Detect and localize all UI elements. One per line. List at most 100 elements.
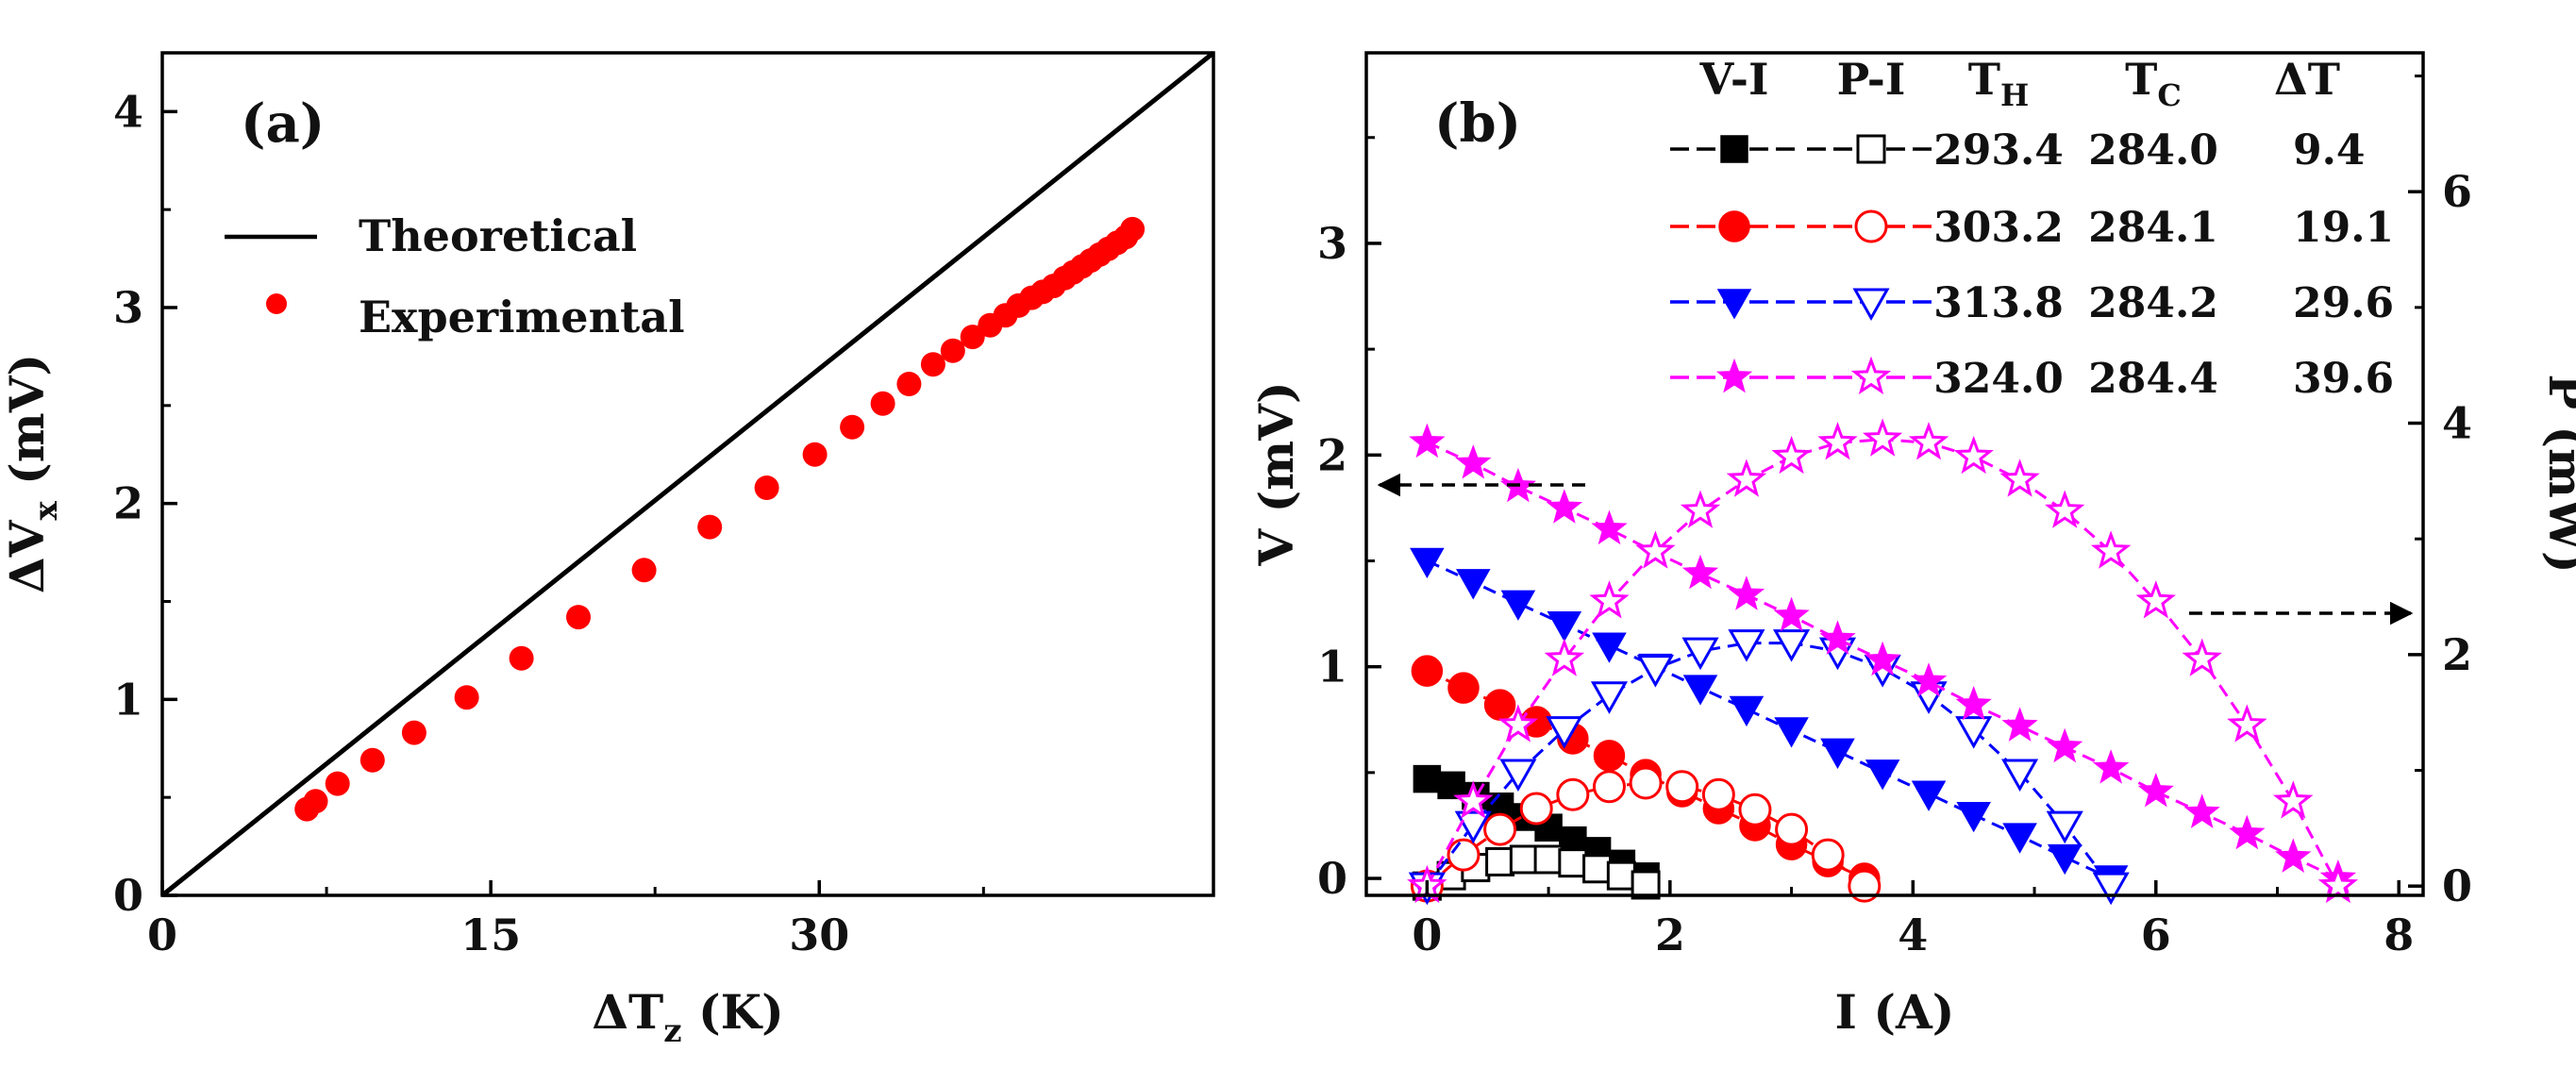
pi-point — [1590, 681, 1629, 714]
experimental-point — [960, 325, 985, 350]
experimental-point — [840, 414, 865, 440]
vi-point — [2137, 772, 2174, 808]
vi-point — [2183, 793, 2220, 828]
experimental-point — [870, 391, 895, 416]
pi-point — [2317, 864, 2359, 904]
pi-point — [1817, 422, 1858, 460]
vi-point — [1774, 717, 1809, 748]
experimental-point — [896, 372, 922, 396]
vi-point — [2275, 838, 2312, 873]
pi-point — [1453, 780, 1494, 819]
pi-point — [2227, 704, 2267, 743]
pi-point — [1773, 629, 1811, 662]
pi-point — [1519, 792, 1553, 826]
legend-th-value: 313.8 — [1933, 279, 2064, 327]
vi-point — [1819, 620, 1856, 655]
y-tick-label: 3 — [1317, 218, 1347, 269]
vi-point — [1865, 759, 1900, 791]
pi-point — [1497, 704, 1539, 743]
panel-b-y2label: P (mW) — [2538, 374, 2576, 573]
pi-point — [1953, 435, 1994, 475]
pi-point — [1771, 435, 1812, 475]
vi-curve — [1426, 559, 2112, 880]
pi-point — [1556, 777, 1590, 811]
vi-point — [1547, 611, 1582, 642]
pi-series-3 — [1407, 418, 2359, 904]
legend-dt-value: 19.1 — [2293, 204, 2394, 252]
legend-experimental-label: Experimental — [359, 292, 685, 342]
pi-point — [1701, 777, 1735, 811]
vi-point — [1728, 576, 1765, 610]
vi-point — [1682, 675, 1718, 706]
vi-point — [2229, 814, 2266, 850]
pi-point — [1955, 716, 1993, 749]
legend-pi-marker — [1852, 288, 1890, 322]
experimental-point — [566, 605, 591, 630]
panel-a-plot-area — [160, 51, 1215, 897]
vi-point — [2001, 707, 2038, 742]
pi-point — [1606, 860, 1636, 891]
vi-point — [1483, 689, 1516, 721]
pi-point — [1635, 530, 1676, 569]
experimental-point — [920, 352, 945, 377]
theoretical-line — [160, 51, 1215, 897]
pi-point — [1629, 766, 1663, 800]
pi-point — [2046, 810, 2083, 844]
legend-tc-value: 284.0 — [2088, 126, 2218, 175]
pi-point — [1681, 637, 1719, 671]
pi-point — [1738, 793, 1772, 826]
vi-point — [2047, 843, 2083, 876]
pi-point — [1636, 655, 1674, 688]
vi-point — [1591, 509, 1628, 545]
experimental-point — [940, 338, 965, 363]
x-tick-label: 0 — [147, 909, 177, 960]
vi-point — [1593, 740, 1626, 772]
y2-tick-label: 4 — [2442, 398, 2472, 449]
legend-vi-marker — [1715, 358, 1753, 393]
legend-dt-value: 9.4 — [2293, 126, 2366, 175]
vi-point — [1409, 423, 1446, 459]
pi-point — [1533, 844, 1564, 875]
y-tick-label: 1 — [113, 674, 143, 725]
y2-tick-label: 6 — [2442, 166, 2472, 217]
panel-a-xlabel: ΔTz (K) — [592, 984, 784, 1050]
experimental-point — [454, 685, 479, 710]
pi-point — [1447, 838, 1480, 872]
vi-point — [1411, 655, 1444, 687]
vi-point — [1681, 554, 1719, 590]
panel-b-plot-area — [1407, 418, 2359, 906]
legend-vi-marker — [1720, 135, 1748, 163]
y-tick-label: 2 — [113, 478, 143, 529]
pi-point — [2135, 580, 2176, 619]
pi-point — [1726, 459, 1767, 497]
vi-point — [1820, 738, 1855, 769]
pi-point — [1728, 629, 1765, 662]
panel-a-legend: Theoretical Experimental — [225, 210, 685, 342]
legend-pi-marker — [1856, 134, 1886, 164]
pi-point — [2273, 780, 2314, 819]
pi-point — [1544, 638, 1585, 676]
vi-point — [1773, 596, 1810, 632]
vi-point — [1592, 632, 1627, 663]
legend-tc-value: 284.1 — [2088, 204, 2218, 252]
legend-tc-value: 284.4 — [2088, 355, 2218, 403]
legend-header-dt: ΔT — [2274, 54, 2340, 105]
legend-th-value: 293.4 — [1933, 126, 2064, 175]
pi-point — [1680, 490, 1721, 528]
vi-point — [1500, 590, 1536, 621]
vi-point — [1413, 764, 1442, 793]
experimental-point — [303, 789, 328, 814]
pi-point — [1454, 810, 1492, 844]
panel-b-frame — [1364, 51, 2425, 897]
vi-point — [1864, 641, 1901, 676]
legend-dt-value: 29.6 — [2293, 279, 2394, 327]
y-tick-label: 1 — [1317, 642, 1347, 693]
pi-point — [1775, 812, 1809, 846]
x-tick-label: 2 — [1655, 909, 1685, 960]
panel-a-frame — [160, 51, 1215, 897]
legend-experimental-marker — [266, 293, 287, 314]
